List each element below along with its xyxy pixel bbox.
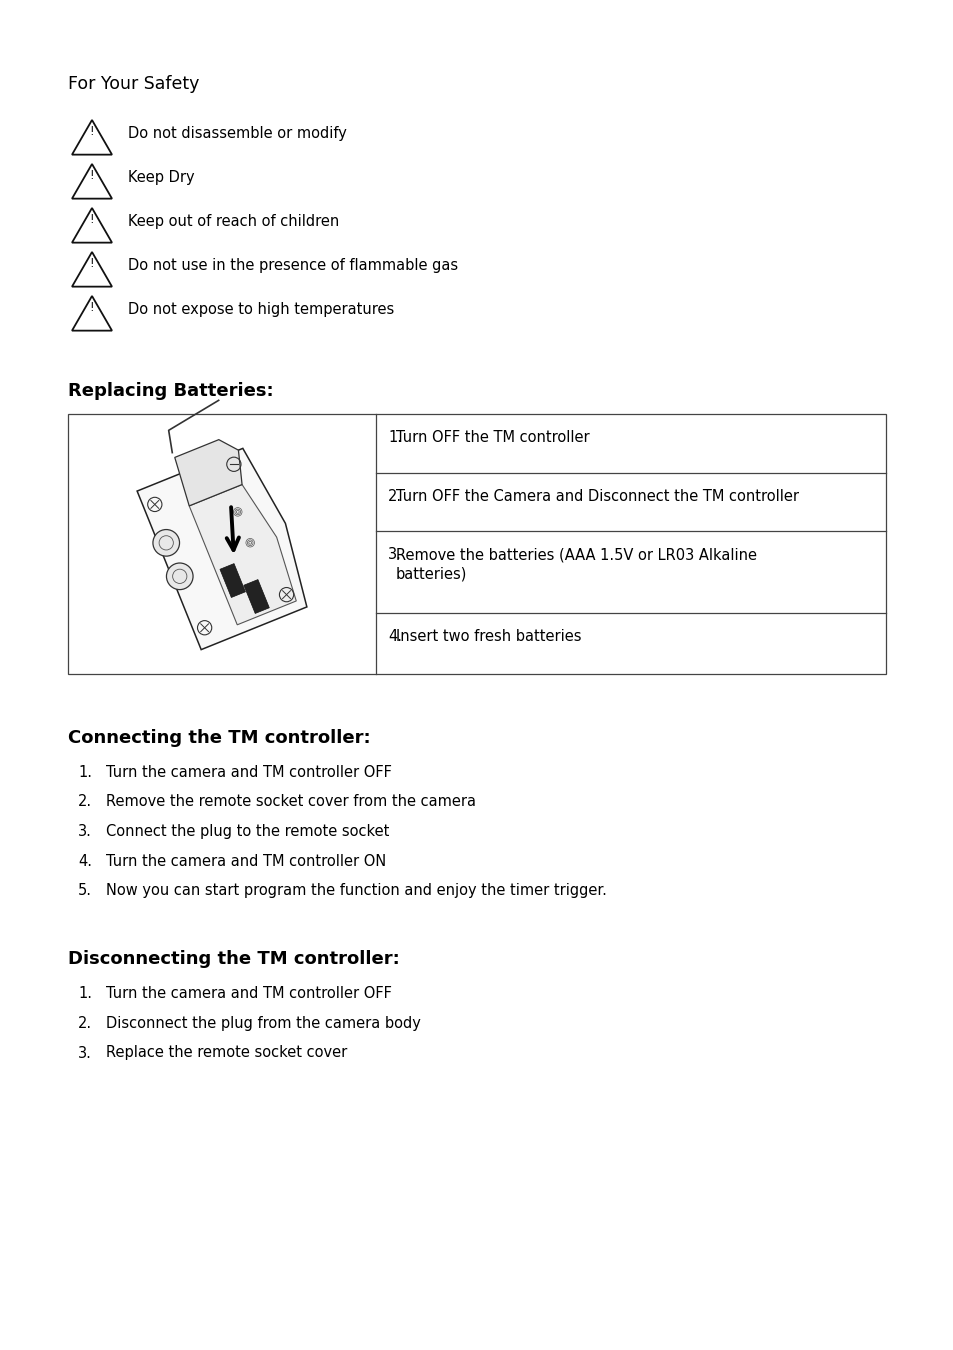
Text: 3.: 3. — [78, 1045, 91, 1061]
Bar — [68, 414, 885, 674]
Text: 2.: 2. — [78, 1017, 92, 1031]
Text: !: ! — [90, 169, 94, 182]
Text: Replace the remote socket cover: Replace the remote socket cover — [106, 1045, 347, 1061]
Text: Disconnect the plug from the camera body: Disconnect the plug from the camera body — [106, 1017, 420, 1031]
Text: 1.: 1. — [78, 987, 91, 1002]
Circle shape — [152, 529, 179, 556]
Polygon shape — [244, 579, 269, 613]
Text: Do not disassemble or modify: Do not disassemble or modify — [128, 126, 347, 140]
Text: Keep Dry: Keep Dry — [128, 170, 194, 185]
Polygon shape — [137, 448, 307, 649]
Text: Connecting the TM controller:: Connecting the TM controller: — [68, 729, 370, 747]
Text: 3.: 3. — [78, 824, 91, 838]
Text: 4.: 4. — [388, 629, 401, 644]
Text: Keep out of reach of children: Keep out of reach of children — [128, 215, 339, 230]
Text: For Your Safety: For Your Safety — [68, 76, 199, 93]
Text: Turn the camera and TM controller ON: Turn the camera and TM controller ON — [106, 853, 386, 868]
Text: Replacing Batteries:: Replacing Batteries: — [68, 382, 274, 400]
Text: 3.: 3. — [388, 547, 401, 562]
Text: !: ! — [90, 213, 94, 225]
Text: Disconnecting the TM controller:: Disconnecting the TM controller: — [68, 950, 399, 968]
Text: !: ! — [90, 124, 94, 138]
Polygon shape — [189, 485, 296, 625]
Polygon shape — [174, 440, 242, 506]
Text: 1.: 1. — [78, 765, 91, 780]
Text: 5.: 5. — [78, 883, 91, 898]
Text: 1.: 1. — [388, 431, 401, 446]
Text: Now you can start program the function and enjoy the timer trigger.: Now you can start program the function a… — [106, 883, 606, 898]
Text: Insert two fresh batteries: Insert two fresh batteries — [395, 629, 581, 644]
Text: Remove the remote socket cover from the camera: Remove the remote socket cover from the … — [106, 795, 476, 810]
Text: Do not use in the presence of flammable gas: Do not use in the presence of flammable … — [128, 258, 457, 273]
Text: !: ! — [90, 301, 94, 313]
Text: Turn OFF the TM controller: Turn OFF the TM controller — [395, 431, 589, 446]
Polygon shape — [220, 563, 245, 598]
Text: Remove the batteries (AAA 1.5V or LR03 Alkaline
batteries): Remove the batteries (AAA 1.5V or LR03 A… — [395, 547, 757, 582]
Text: Connect the plug to the remote socket: Connect the plug to the remote socket — [106, 824, 389, 838]
Text: !: ! — [90, 256, 94, 270]
Text: Turn the camera and TM controller OFF: Turn the camera and TM controller OFF — [106, 987, 392, 1002]
Text: 2.: 2. — [388, 489, 402, 504]
Circle shape — [166, 563, 193, 590]
Text: Do not expose to high temperatures: Do not expose to high temperatures — [128, 302, 394, 317]
Text: Turn OFF the Camera and Disconnect the TM controller: Turn OFF the Camera and Disconnect the T… — [395, 489, 799, 504]
Text: 2.: 2. — [78, 795, 92, 810]
Text: Turn the camera and TM controller OFF: Turn the camera and TM controller OFF — [106, 765, 392, 780]
Text: 4.: 4. — [78, 853, 91, 868]
